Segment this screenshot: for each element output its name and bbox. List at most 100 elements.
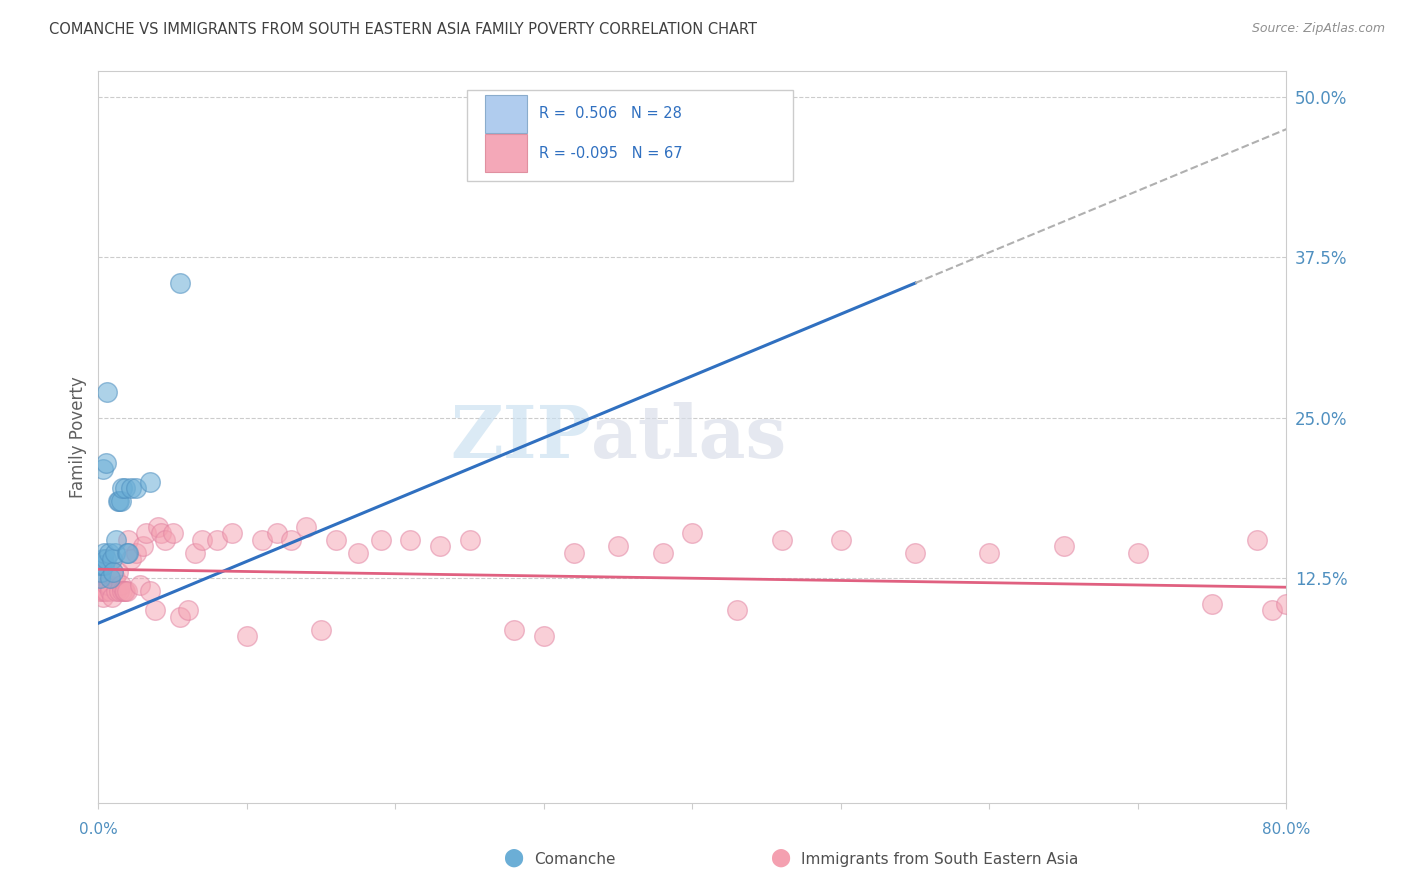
Point <box>91 552 114 566</box>
Text: Comanche: Comanche <box>534 852 616 867</box>
Point <box>280 533 302 547</box>
Point <box>1275 597 1298 611</box>
Point <box>104 571 127 585</box>
Point <box>115 584 138 599</box>
Point <box>169 609 191 624</box>
Point <box>93 545 115 559</box>
Point <box>503 623 526 637</box>
Point <box>103 565 125 579</box>
Point <box>129 577 152 591</box>
Point <box>111 482 134 496</box>
Point <box>651 545 673 559</box>
Point <box>169 276 191 290</box>
Text: ⬤: ⬤ <box>770 848 790 867</box>
Point <box>91 462 114 476</box>
Point <box>90 584 112 599</box>
Y-axis label: Family Poverty: Family Poverty <box>69 376 87 498</box>
Point <box>1246 533 1268 547</box>
Point <box>221 526 243 541</box>
Point <box>90 565 112 579</box>
Point <box>143 603 166 617</box>
Point <box>87 577 110 591</box>
Point <box>682 526 704 541</box>
Point <box>112 584 135 599</box>
Point <box>325 533 347 547</box>
Point <box>114 584 136 599</box>
Point <box>207 533 229 547</box>
Point <box>108 494 131 508</box>
Point <box>111 584 134 599</box>
Point <box>830 533 852 547</box>
Text: R = -0.095   N = 67: R = -0.095 N = 67 <box>538 145 683 161</box>
Point <box>266 526 288 541</box>
Point <box>89 558 111 573</box>
Text: 0.0%: 0.0% <box>79 822 118 837</box>
Point <box>607 539 630 553</box>
Text: R =  0.506   N = 28: R = 0.506 N = 28 <box>538 106 682 121</box>
FancyBboxPatch shape <box>485 134 527 172</box>
Point <box>94 552 117 566</box>
Point <box>98 584 121 599</box>
Point <box>1260 603 1282 617</box>
Point <box>770 533 793 547</box>
Point <box>146 520 169 534</box>
Point <box>132 539 155 553</box>
Point <box>96 577 118 591</box>
Point <box>120 552 142 566</box>
Point <box>139 584 162 599</box>
Point <box>162 526 184 541</box>
Point <box>309 623 332 637</box>
Point <box>370 533 392 547</box>
Text: 80.0%: 80.0% <box>1263 822 1310 837</box>
Point <box>101 552 124 566</box>
Point <box>115 545 138 559</box>
Point <box>89 584 111 599</box>
Point <box>91 591 114 605</box>
Text: ⬤: ⬤ <box>503 848 523 867</box>
Point <box>1201 597 1223 611</box>
FancyBboxPatch shape <box>485 95 527 133</box>
Point <box>1126 545 1149 559</box>
Point <box>101 591 124 605</box>
Point <box>90 558 112 573</box>
Point <box>250 533 273 547</box>
Point <box>458 533 481 547</box>
Point <box>107 565 129 579</box>
Point <box>94 456 117 470</box>
Point <box>429 539 451 553</box>
Point <box>103 565 125 579</box>
Point <box>110 577 132 591</box>
Point <box>399 533 422 547</box>
Point <box>155 533 177 547</box>
Point <box>93 584 115 599</box>
Point <box>1053 539 1076 553</box>
Point <box>124 482 146 496</box>
Point <box>105 533 128 547</box>
Point <box>104 545 127 559</box>
Point <box>96 385 118 400</box>
Point <box>184 545 207 559</box>
Text: Immigrants from South Eastern Asia: Immigrants from South Eastern Asia <box>801 852 1078 867</box>
Point <box>108 584 131 599</box>
Point <box>124 545 146 559</box>
Point <box>295 520 318 534</box>
Point <box>114 482 136 496</box>
Point <box>94 584 117 599</box>
Point <box>725 603 748 617</box>
Text: COMANCHE VS IMMIGRANTS FROM SOUTH EASTERN ASIA FAMILY POVERTY CORRELATION CHART: COMANCHE VS IMMIGRANTS FROM SOUTH EASTER… <box>49 22 758 37</box>
Point <box>176 603 198 617</box>
Point <box>93 558 115 573</box>
Point <box>236 629 259 643</box>
Point <box>110 494 132 508</box>
Point <box>149 526 172 541</box>
Text: atlas: atlas <box>592 401 787 473</box>
Point <box>97 545 120 559</box>
Point <box>117 545 139 559</box>
Point <box>347 545 370 559</box>
Point <box>139 475 162 489</box>
Point <box>904 545 927 559</box>
Text: Source: ZipAtlas.com: Source: ZipAtlas.com <box>1251 22 1385 36</box>
Point <box>191 533 214 547</box>
Point <box>120 482 142 496</box>
FancyBboxPatch shape <box>467 90 793 181</box>
